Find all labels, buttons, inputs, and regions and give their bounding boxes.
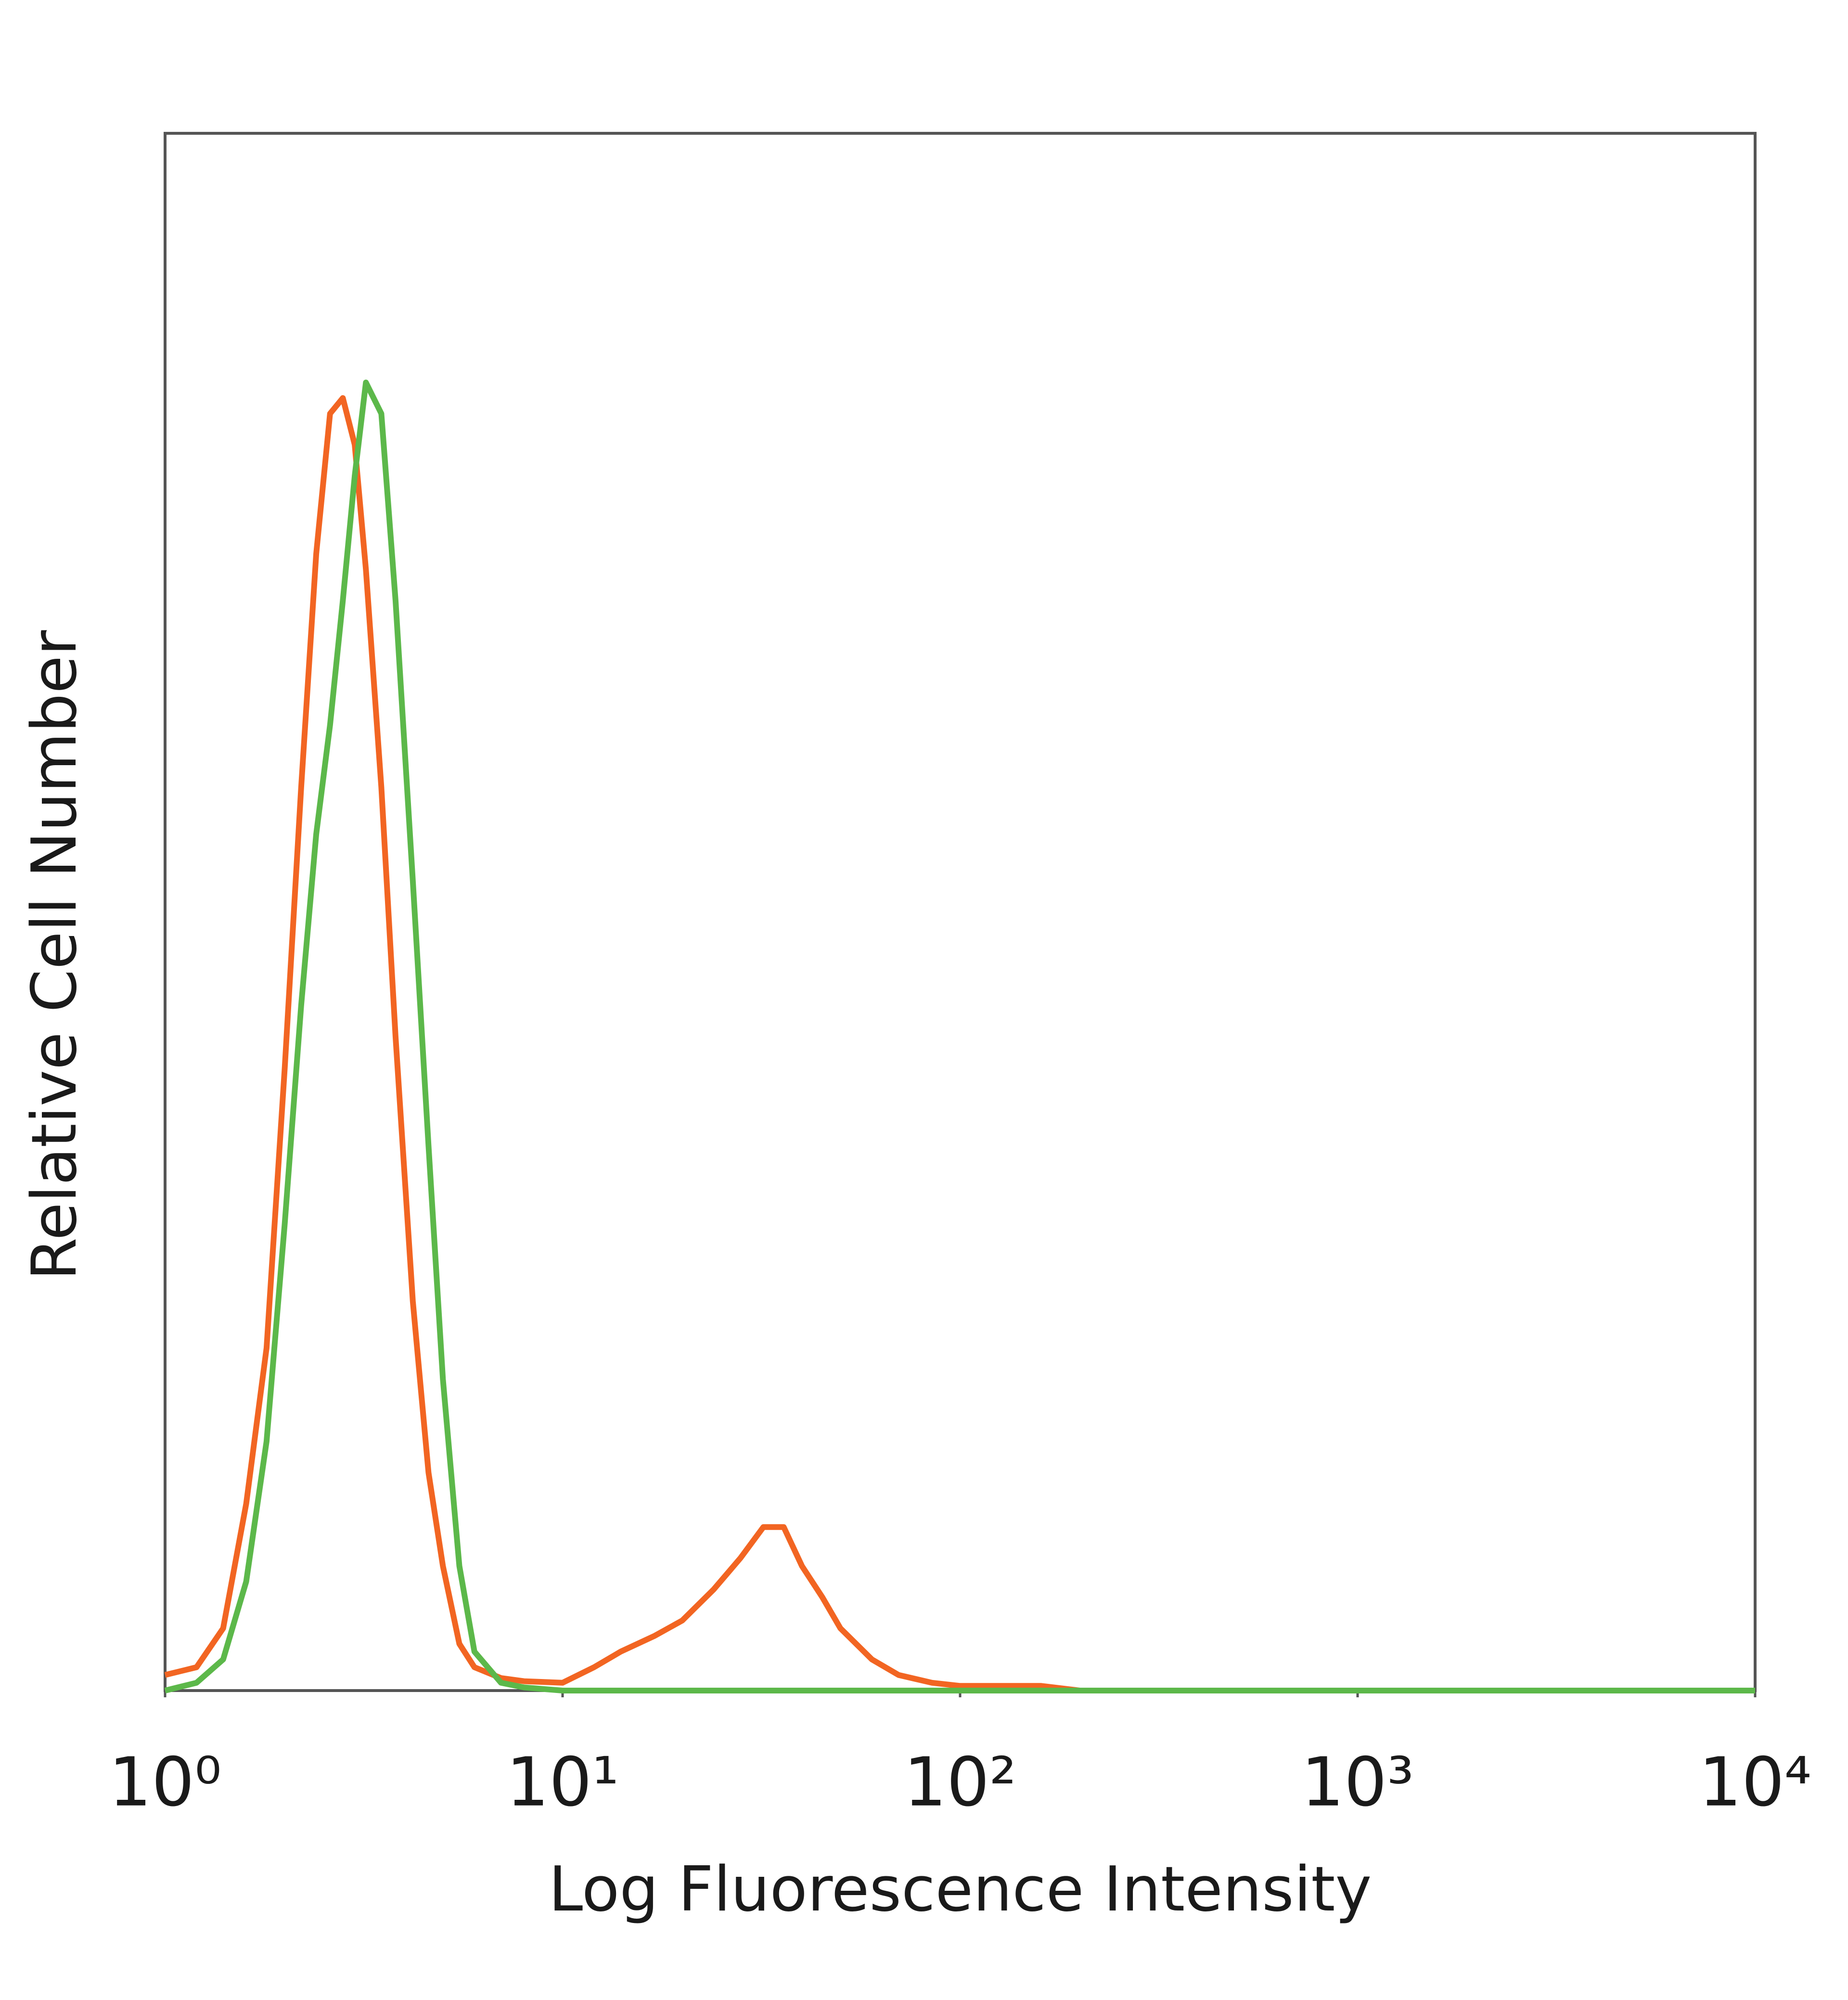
y-axis-title: Relative Cell Number xyxy=(19,630,90,1280)
x-tick-label: 10⁰ xyxy=(109,1744,221,1822)
x-tick-label: 10² xyxy=(904,1744,1016,1822)
x-tick-label: 10⁴ xyxy=(1699,1744,1811,1822)
x-tick-label: 10¹ xyxy=(506,1744,619,1822)
x-tick-label: 10³ xyxy=(1301,1744,1414,1822)
x-axis-title: Log Fluorescence Intensity xyxy=(549,1854,1372,1925)
histogram-line xyxy=(164,379,1755,1693)
histogram-line xyxy=(164,395,1755,1693)
plot-frame xyxy=(164,132,1757,1692)
